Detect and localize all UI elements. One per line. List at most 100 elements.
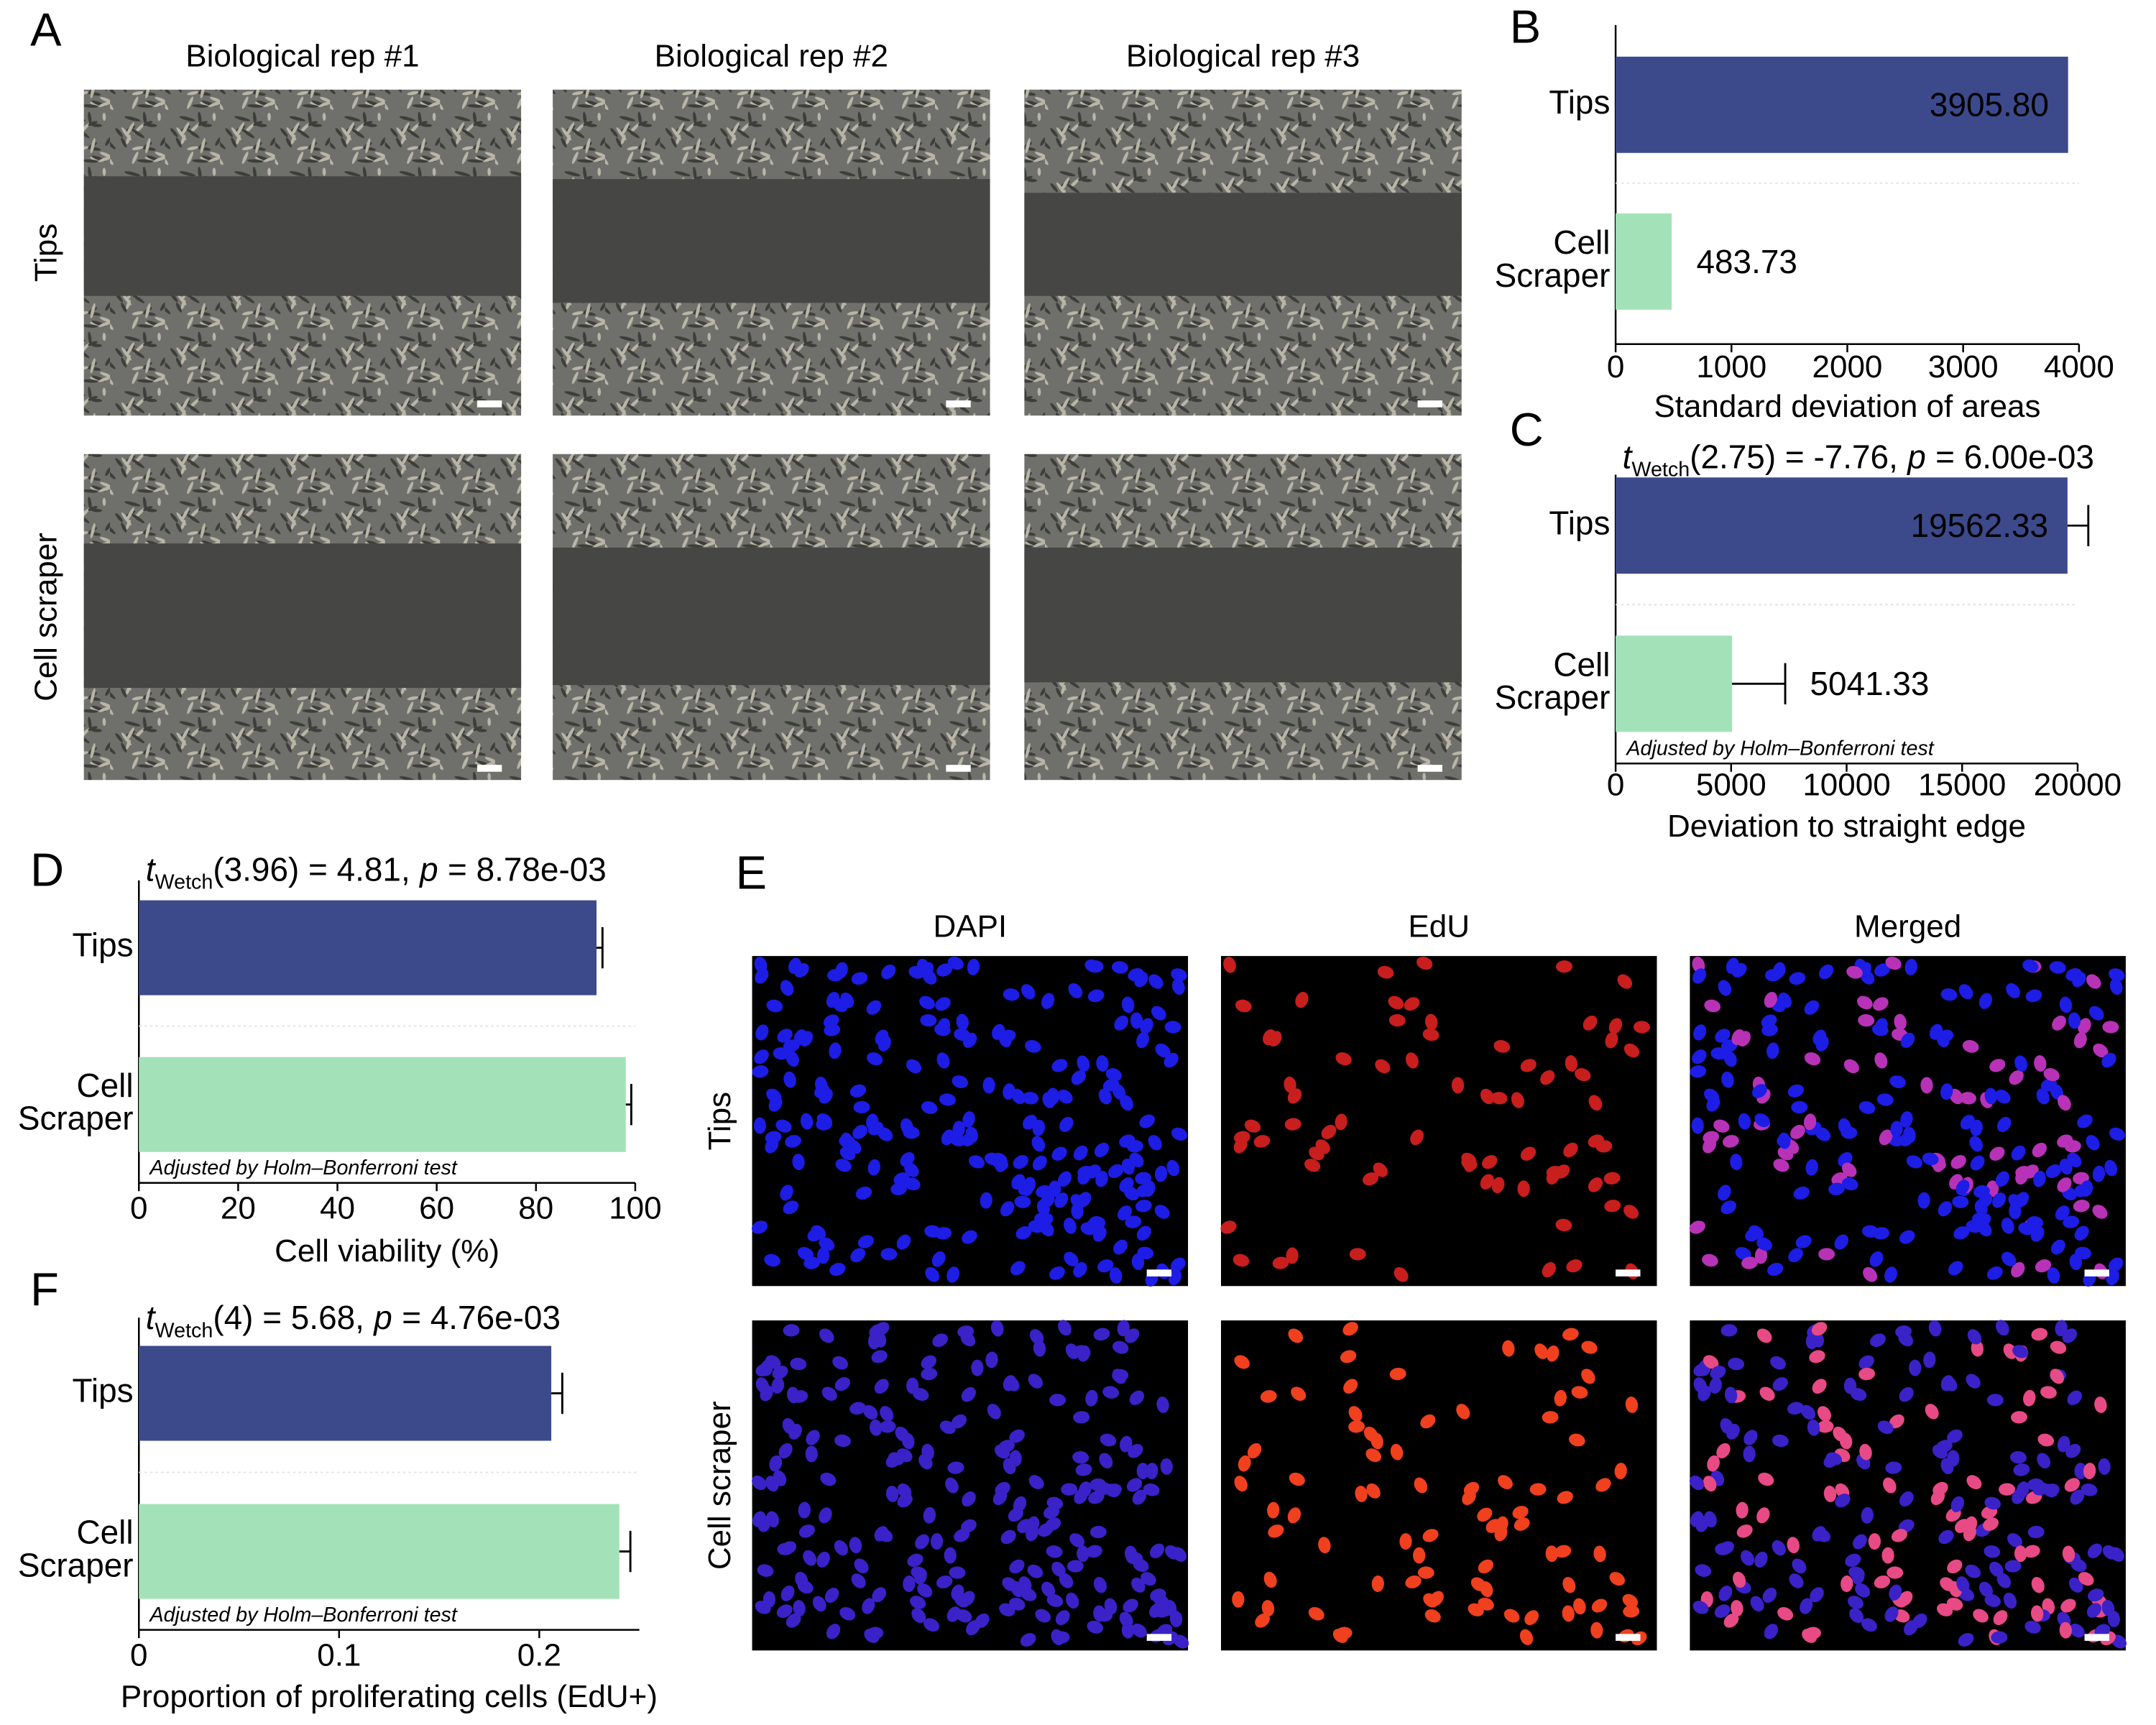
x-tick-label: 0 xyxy=(130,1637,147,1673)
nucleus xyxy=(1718,1184,1731,1201)
nucleus xyxy=(1575,1068,1591,1082)
nucleus xyxy=(1715,1029,1731,1043)
nucleus xyxy=(1220,1220,1237,1234)
nucleus xyxy=(1973,1609,1989,1623)
nucleus xyxy=(2098,1458,2111,1475)
nucleus xyxy=(2068,1012,2081,1029)
nucleus xyxy=(1268,1524,1284,1538)
nucleus xyxy=(1130,1012,1143,1029)
nucleus xyxy=(786,1051,799,1067)
nucleus xyxy=(826,991,840,1008)
nucleus xyxy=(1819,964,1834,980)
title-stat: (4) = 5.68, xyxy=(213,1299,364,1336)
nucleus xyxy=(923,1506,936,1524)
nucleus xyxy=(1120,1095,1133,1111)
nucleus xyxy=(1952,1195,1969,1208)
nucleus xyxy=(1811,1322,1828,1336)
nucleus xyxy=(1140,1018,1153,1034)
nucleus xyxy=(797,1246,814,1261)
nucleus xyxy=(782,1418,796,1435)
nucleus xyxy=(1720,1200,1736,1215)
title-p-value: = 4.76e-03 xyxy=(402,1299,561,1336)
nucleus xyxy=(754,1049,769,1064)
nucleus xyxy=(1709,1377,1722,1394)
nucleus xyxy=(823,1014,839,1029)
nucleus xyxy=(1793,1186,1810,1200)
nucleus xyxy=(1119,1177,1134,1192)
nucleus xyxy=(1503,1609,1520,1623)
nucleus xyxy=(753,1117,766,1134)
nucleus xyxy=(2055,1205,2070,1220)
nucleus xyxy=(944,1547,957,1564)
nucleus xyxy=(1348,1420,1365,1433)
nucleus xyxy=(921,1367,938,1381)
nucleus xyxy=(1143,1483,1160,1496)
nucleus xyxy=(897,1493,913,1508)
nucleus xyxy=(2023,1545,2040,1558)
nucleus xyxy=(2013,1463,2030,1476)
row-label: Cell scraper xyxy=(29,533,64,702)
nucleus xyxy=(2014,1055,2028,1072)
nucleus xyxy=(1139,1114,1155,1128)
nucleus xyxy=(1029,1329,1044,1345)
nucleus xyxy=(794,962,809,978)
title-t: t xyxy=(146,1299,157,1336)
nucleus xyxy=(1020,1633,1036,1647)
nucleus xyxy=(1995,1171,2009,1187)
title-t: t xyxy=(1623,438,1634,476)
nucleus xyxy=(2030,1605,2044,1622)
nucleus xyxy=(2101,1052,2116,1068)
nucleus xyxy=(1097,1259,1114,1273)
nucleus xyxy=(766,999,783,1013)
nucleus xyxy=(1723,1613,1739,1628)
nucleus xyxy=(1289,1472,1305,1486)
nucleus xyxy=(829,1263,846,1276)
nucleus xyxy=(751,1220,768,1234)
category-label: Cell Scraper xyxy=(1495,645,1611,716)
nucleus xyxy=(849,1537,862,1554)
nucleus xyxy=(771,1377,785,1394)
nucleus xyxy=(1045,1517,1061,1531)
nucleus xyxy=(1318,1537,1331,1554)
nucleus xyxy=(1168,1269,1182,1286)
nucleus xyxy=(866,1113,879,1131)
nucleus xyxy=(1590,1622,1603,1639)
x-tick-label: 60 xyxy=(419,1191,454,1226)
nucleus xyxy=(1171,968,1187,982)
nucleus xyxy=(2094,1397,2107,1413)
nucleus xyxy=(1989,1561,2004,1577)
nucleus xyxy=(1720,1324,1738,1337)
nucleus xyxy=(1059,1573,1074,1588)
nucleus xyxy=(881,964,896,980)
scratch-gap xyxy=(553,179,990,303)
nucleus xyxy=(951,1584,964,1601)
nucleus xyxy=(1803,1113,1817,1131)
nucleus xyxy=(2093,1043,2109,1058)
nucleus xyxy=(1554,1545,1572,1558)
nucleus xyxy=(1903,1620,1918,1636)
nucleus xyxy=(1125,1215,1142,1228)
nucleus xyxy=(1689,1475,1705,1491)
nucleus xyxy=(1557,1491,1573,1504)
nucleus xyxy=(1478,1559,1494,1574)
nucleus xyxy=(874,1322,890,1336)
nucleus xyxy=(1136,1225,1151,1241)
nucleus xyxy=(1046,1087,1060,1105)
nucleus xyxy=(2036,1088,2050,1105)
annotation: Adjusted by Holm–Bonferroni test xyxy=(1625,737,1934,760)
nucleus xyxy=(1087,989,1105,1003)
nucleus xyxy=(1049,1394,1067,1407)
nucleus xyxy=(1869,1251,1884,1267)
nucleus xyxy=(1956,1576,1970,1593)
nucleus xyxy=(2055,1320,2068,1337)
nucleus xyxy=(1565,1055,1578,1072)
nucleus xyxy=(1093,1328,1110,1341)
nucleus xyxy=(1938,1530,1954,1545)
nucleus xyxy=(1546,1166,1563,1179)
nucleus xyxy=(1160,1458,1173,1475)
nucleus xyxy=(1109,1267,1123,1284)
nucleus xyxy=(1856,995,1873,1010)
nucleus xyxy=(1800,1404,1816,1420)
nucleus xyxy=(1788,1248,1803,1263)
nucleus xyxy=(2074,1463,2087,1480)
